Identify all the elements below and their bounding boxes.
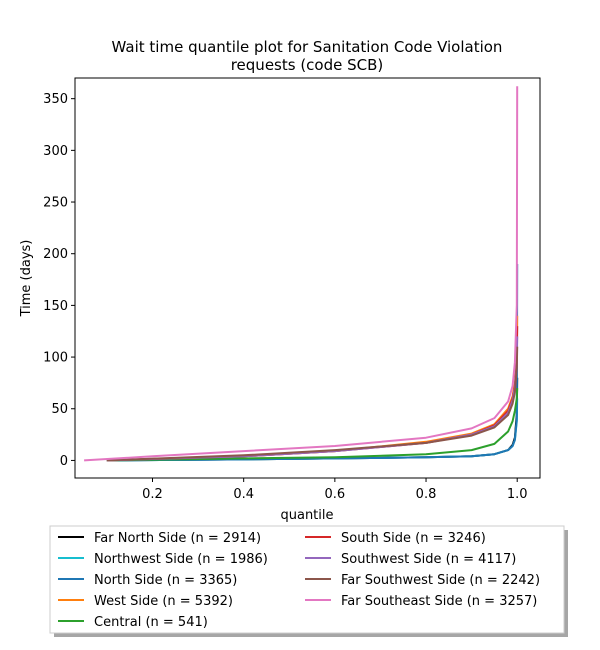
- x-tick-label: 0.4: [233, 487, 254, 502]
- legend-items: Far North Side (n = 2914) Northwest Side …: [58, 531, 540, 630]
- x-axis-label: quantile: [280, 508, 333, 523]
- series-line-7: [106, 346, 519, 462]
- chart-title: Wait time quantile plot for Sanitation C…: [112, 38, 503, 74]
- chart-title-line-2: requests (code SCB): [231, 56, 384, 74]
- y-tick-label: 350: [43, 92, 68, 107]
- legend-label: Northwest Side (n = 1986): [94, 552, 268, 567]
- legend: Far North Side (n = 2914) Northwest Side …: [49, 525, 568, 637]
- y-tick-label: 200: [43, 247, 68, 262]
- chart-title-line-1: Wait time quantile plot for Sanitation C…: [112, 38, 503, 56]
- x-tick-label: 0.2: [142, 487, 163, 502]
- y-tick-label: 50: [51, 402, 68, 417]
- y-tick-label: 0: [60, 454, 68, 469]
- x-tick-label: 0.6: [325, 487, 346, 502]
- series-line-2: [106, 263, 519, 462]
- y-axis-ticks: 0 50 100 150 200 250 300 350: [43, 92, 75, 469]
- series-layer: [84, 86, 519, 462]
- legend-label: Far Southeast Side (n = 3257): [341, 594, 537, 609]
- y-tick-label: 300: [43, 144, 68, 159]
- x-tick-label: 0.8: [416, 487, 437, 502]
- legend-label: Far Southwest Side (n = 2242): [341, 573, 540, 588]
- legend-label: Central (n = 541): [94, 615, 208, 630]
- y-tick-label: 150: [43, 299, 68, 314]
- legend-label: South Side (n = 3246): [341, 531, 486, 546]
- plot-frame: [74, 77, 541, 479]
- legend-label: West Side (n = 5392): [94, 594, 233, 609]
- plot-area: 0.2 0.4 0.6 0.8 1.0 0 50 100 150 200 250 300 350: [43, 77, 541, 502]
- legend-label: North Side (n = 3365): [94, 573, 237, 588]
- y-tick-label: 100: [43, 351, 68, 366]
- x-tick-label: 1.0: [507, 487, 528, 502]
- x-axis-ticks: 0.2 0.4 0.6 0.8 1.0: [142, 478, 528, 502]
- legend-label: Southwest Side (n = 4117): [341, 552, 516, 567]
- series-line-4: [106, 388, 519, 462]
- y-tick-label: 250: [43, 196, 68, 211]
- series-line-8: [84, 86, 519, 462]
- y-axis-label: Time (days): [19, 240, 34, 318]
- legend-label: Far North Side (n = 2914): [94, 531, 261, 546]
